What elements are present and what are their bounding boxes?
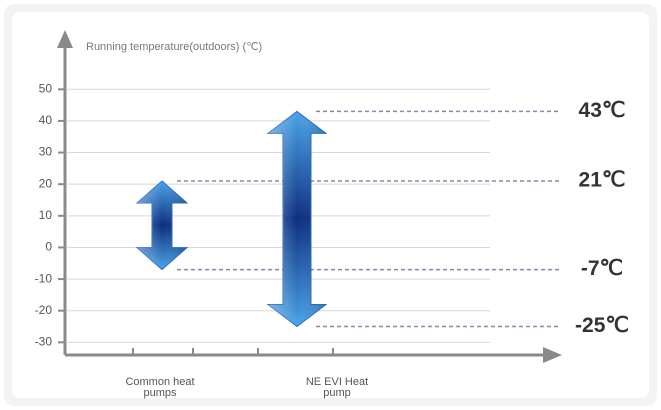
y-tick-label: -20 <box>35 303 53 317</box>
x-category-label: NE EVI Heat pump <box>305 376 369 399</box>
y-tick-label: -10 <box>35 271 53 285</box>
panel <box>12 12 649 398</box>
y-tick-label: 30 <box>39 145 53 159</box>
y-tick-label: 10 <box>39 208 53 222</box>
y-tick-label: 50 <box>39 81 53 95</box>
y-tick-label: 0 <box>45 240 52 254</box>
range-arrow-shine <box>268 111 326 327</box>
range-arrow-shine <box>137 181 187 270</box>
y-axis-label: Running temperature(outdoors) (℃) <box>86 41 262 53</box>
value-label: -25℃ <box>575 314 629 337</box>
y-tick-label: -30 <box>35 335 53 349</box>
value-label: 43℃ <box>579 99 626 122</box>
y-tick-label: 40 <box>39 113 53 127</box>
value-label: 21℃ <box>579 169 626 192</box>
y-tick-label: 20 <box>39 176 53 190</box>
x-axis-arrow <box>543 347 562 363</box>
value-label: -7℃ <box>581 257 623 280</box>
y-axis-arrow <box>57 30 73 48</box>
x-category-label: Common heat pumps <box>125 376 195 399</box>
